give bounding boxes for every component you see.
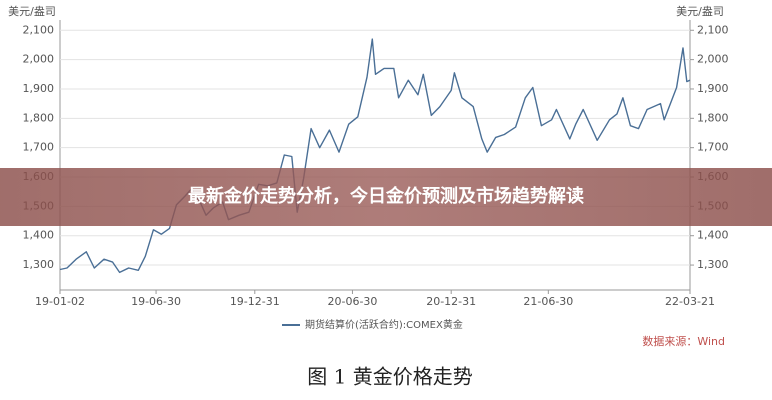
y2-tick-label: 1,800	[697, 111, 729, 124]
y2-tick-label: 2,100	[697, 23, 729, 36]
x-tick-label: 20-12-31	[426, 295, 476, 308]
x-tick-label: 21-06-30	[523, 295, 573, 308]
y-tick-label: 1,800	[23, 111, 55, 124]
x-tick-label: 19-01-02	[35, 295, 85, 308]
y2-axis-unit: 美元/盎司	[676, 4, 724, 18]
y2-tick-label: 1,400	[697, 229, 729, 242]
y-tick-label: 1,900	[23, 82, 55, 95]
x-tick-label: 20-06-30	[327, 295, 377, 308]
x-tick-label: 19-06-30	[131, 295, 181, 308]
source: 数据来源：Wind	[642, 334, 725, 348]
y-tick-label: 1,300	[23, 258, 55, 271]
x-tick-label: 19-12-31	[230, 295, 280, 308]
y-tick-label: 1,400	[23, 229, 55, 242]
y-tick-label: 2,000	[23, 53, 55, 66]
banner-title: 最新金价走势分析，今日金价预测及市场趋势解读	[188, 185, 584, 207]
y-axis-unit: 美元/盎司	[8, 4, 56, 18]
caption: 图 1 黄金价格走势	[307, 365, 472, 389]
plot: 1,3001,4001,5001,6001,7001,8001,9002,000…	[23, 23, 729, 308]
y2-tick-label: 1,700	[697, 141, 729, 154]
y-tick-label: 2,100	[23, 23, 55, 36]
banner	[0, 168, 772, 226]
y2-tick-label: 1,300	[697, 258, 729, 271]
x-tick-label: 22-03-21	[665, 295, 715, 308]
y-tick-label: 1,700	[23, 141, 55, 154]
series-line	[59, 38, 691, 274]
y2-tick-label: 2,000	[697, 53, 729, 66]
y2-tick-label: 1,900	[697, 82, 729, 95]
legend-label: 期货结算价(活跃合约):COMEX黄金	[305, 318, 463, 331]
